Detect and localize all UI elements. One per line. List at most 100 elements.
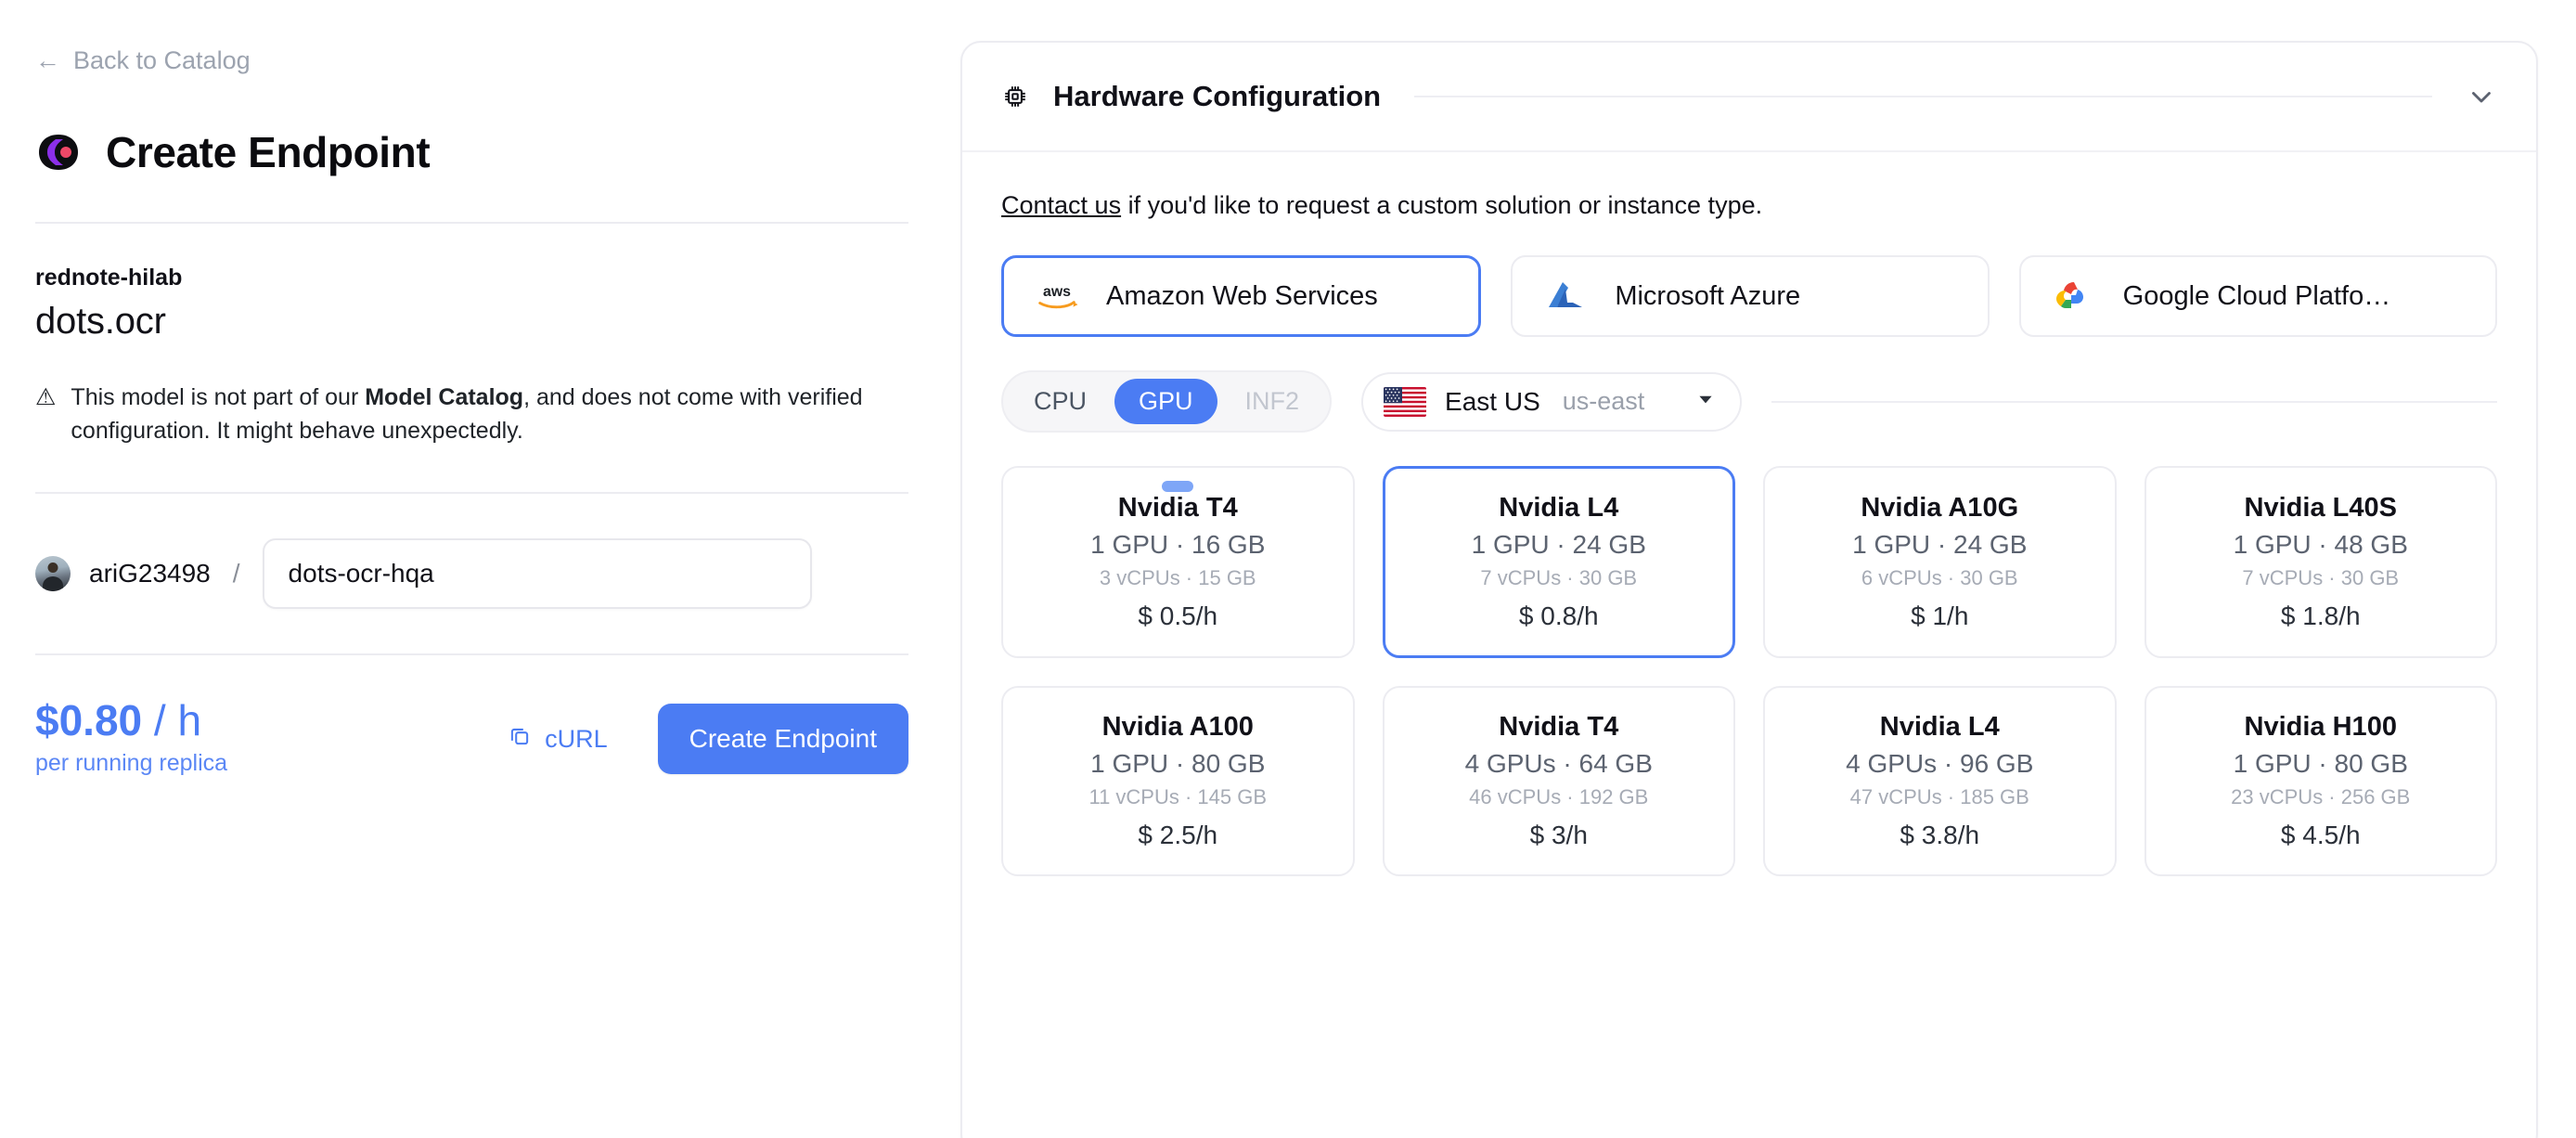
hardware-card[interactable]: Nvidia T4 4 GPUs · 64 GB 46 vCPUs · 192 … (1382, 686, 1735, 876)
org-name: rednote-hilab (35, 265, 183, 291)
caret-down-icon (1695, 389, 1716, 414)
hardware-panel-body: Contact us if you'd like to request a cu… (962, 152, 2536, 908)
hardware-price: $ 2.5/h (1138, 821, 1218, 849)
region-code: us-east (1562, 387, 1645, 415)
hardware-cards-grid: Nvidia T4 1 GPU · 16 GB 3 vCPUs · 15 GB … (1001, 466, 2497, 908)
price-headline: $0.80 / h (35, 698, 227, 743)
region-name: East US (1445, 386, 1540, 416)
contact-us-rest: if you'd like to request a custom soluti… (1121, 191, 1763, 219)
contact-us-link[interactable]: Contact us (1001, 191, 1122, 219)
back-arrow-icon: ← (35, 46, 60, 74)
hardware-name: Nvidia A10G (1861, 493, 2019, 523)
warning-text-part1: This model is not part of our (71, 384, 366, 410)
hardware-price: $ 3.8/h (1900, 821, 1980, 849)
owner-name: ariG23498 (89, 559, 211, 588)
vendor-card-gcp[interactable]: Google Cloud Platfo… (2018, 255, 2497, 337)
hardware-configuration-column: Hardware Configuration Contact us if you… (960, 0, 2576, 1138)
hardware-price: $ 1.8/h (2280, 601, 2361, 630)
hardware-card[interactable]: Nvidia L40S 1 GPU · 48 GB 7 vCPUs · 30 G… (2144, 466, 2497, 658)
hardware-spec: 1 GPU · 16 GB (1090, 530, 1266, 559)
hardware-configuration-panel: Hardware Configuration Contact us if you… (960, 41, 2538, 1138)
hardware-spec: 4 GPUs · 64 GB (1464, 749, 1653, 778)
hardware-spec: 1 GPU · 80 GB (1090, 749, 1266, 778)
filter-rule (1771, 400, 2497, 403)
price-block: $0.80 / h per running replica (35, 698, 227, 777)
gcp-logo-icon (2049, 278, 2099, 314)
page-title-row: Create Endpoint (35, 127, 908, 177)
svg-text:aws: aws (1043, 284, 1071, 300)
hardware-price: $ 1/h (1911, 601, 1969, 630)
warning-text-bold: Model Catalog (365, 384, 524, 410)
back-to-catalog-link[interactable]: ← Back to Catalog (35, 48, 251, 73)
user-avatar (35, 556, 71, 591)
header-rule (1414, 96, 2432, 97)
hardware-name: Nvidia T4 (1117, 493, 1238, 523)
hardware-name: Nvidia L4 (1499, 493, 1619, 523)
pricing-row: $0.80 / h per running replica cURL Creat… (35, 698, 908, 777)
create-endpoint-button[interactable]: Create Endpoint (657, 704, 908, 774)
huggingface-logo-icon (35, 133, 82, 172)
price-unit: / h (153, 696, 202, 744)
hardware-card[interactable]: Nvidia A100 1 GPU · 80 GB 11 vCPUs · 145… (1001, 686, 1355, 876)
back-to-catalog-label: Back to Catalog (73, 46, 251, 74)
contact-us-line: Contact us if you'd like to request a cu… (1001, 191, 2497, 220)
hardware-sub: 6 vCPUs · 30 GB (1861, 566, 2018, 589)
hardware-card[interactable]: Nvidia L4 1 GPU · 24 GB 7 vCPUs · 30 GB … (1382, 466, 1735, 658)
action-buttons: cURL Create Endpoint (508, 698, 908, 774)
hardware-sub: 46 vCPUs · 192 GB (1469, 785, 1649, 808)
divider-bottom (35, 653, 908, 655)
hardware-card[interactable]: Nvidia A10G 1 GPU · 24 GB 6 vCPUs · 30 G… (1763, 466, 2117, 658)
hardware-card[interactable]: Nvidia T4 1 GPU · 16 GB 3 vCPUs · 15 GB … (1001, 466, 1355, 658)
cpu-chip-icon (1001, 83, 1029, 110)
hardware-name: Nvidia L4 (1879, 712, 2000, 742)
warning-text: This model is not part of our Model Cata… (71, 381, 908, 447)
compute-type-toggle: CPU GPU INF2 (1001, 370, 1333, 433)
hardware-sub: 3 vCPUs · 15 GB (1099, 566, 1256, 589)
hardware-name: Nvidia H100 (2244, 712, 2397, 742)
hardware-card[interactable]: Nvidia H100 1 GPU · 80 GB 23 vCPUs · 256… (2144, 686, 2497, 876)
model-catalog-warning: ⚠ This model is not part of our Model Ca… (35, 381, 908, 447)
vendor-card-azure[interactable]: Microsoft Azure (1511, 255, 1990, 337)
compute-type-gpu[interactable]: GPU (1114, 379, 1217, 424)
hardware-panel-header[interactable]: Hardware Configuration (962, 43, 2536, 152)
vendor-label-azure: Microsoft Azure (1615, 280, 1801, 311)
divider-middle (35, 492, 908, 494)
hardware-price: $ 0.8/h (1518, 601, 1599, 630)
hardware-panel-title: Hardware Configuration (1053, 80, 1382, 112)
hardware-spec: 1 GPU · 48 GB (2233, 530, 2408, 559)
compute-type-cpu[interactable]: CPU (1034, 387, 1088, 415)
endpoint-name-input[interactable] (262, 538, 812, 609)
copy-icon (508, 724, 532, 755)
cloud-vendor-row: aws Amazon Web Services (1001, 255, 2497, 337)
compute-filter-row: CPU GPU INF2 (1001, 370, 2497, 433)
hardware-spec: 1 GPU · 24 GB (1852, 530, 2028, 559)
model-name: dots.ocr (35, 301, 166, 342)
curl-label: cURL (545, 724, 608, 753)
price-amount: $0.80 (35, 696, 143, 744)
hardware-sub: 7 vCPUs · 30 GB (1480, 566, 1638, 589)
chevron-down-icon[interactable] (2466, 81, 2497, 112)
endpoint-name-row: ariG23498 / (35, 538, 908, 609)
hardware-sub: 23 vCPUs · 256 GB (2231, 785, 2411, 808)
hardware-spec: 1 GPU · 80 GB (2233, 749, 2408, 778)
hardware-spec: 4 GPUs · 96 GB (1846, 749, 2034, 778)
hardware-sub: 11 vCPUs · 145 GB (1088, 785, 1268, 808)
vendor-label-aws: Amazon Web Services (1106, 280, 1378, 311)
hardware-card[interactable]: Nvidia L4 4 GPUs · 96 GB 47 vCPUs · 185 … (1763, 686, 2117, 876)
recommended-badge (1162, 481, 1194, 492)
endpoint-summary-column: ← Back to Catalog Create Endpoint rednot… (0, 0, 960, 1138)
hardware-sub: 7 vCPUs · 30 GB (2242, 566, 2400, 589)
copy-curl-button[interactable]: cURL (508, 724, 608, 755)
region-dropdown[interactable]: East US us-east (1361, 371, 1743, 432)
page-title: Create Endpoint (106, 128, 431, 176)
path-separator: / (232, 559, 240, 588)
warning-triangle-icon: ⚠ (35, 384, 57, 410)
hardware-price: $ 3/h (1529, 821, 1588, 849)
vendor-card-aws[interactable]: aws Amazon Web Services (1001, 255, 1482, 337)
hardware-spec: 1 GPU · 24 GB (1471, 530, 1646, 559)
hardware-price: $ 4.5/h (2280, 821, 2361, 849)
hardware-name: Nvidia L40S (2244, 493, 2397, 523)
warning-text-part2: , and does not come with verified config… (71, 384, 863, 444)
azure-logo-icon (1540, 279, 1591, 313)
us-flag-icon (1384, 386, 1427, 417)
